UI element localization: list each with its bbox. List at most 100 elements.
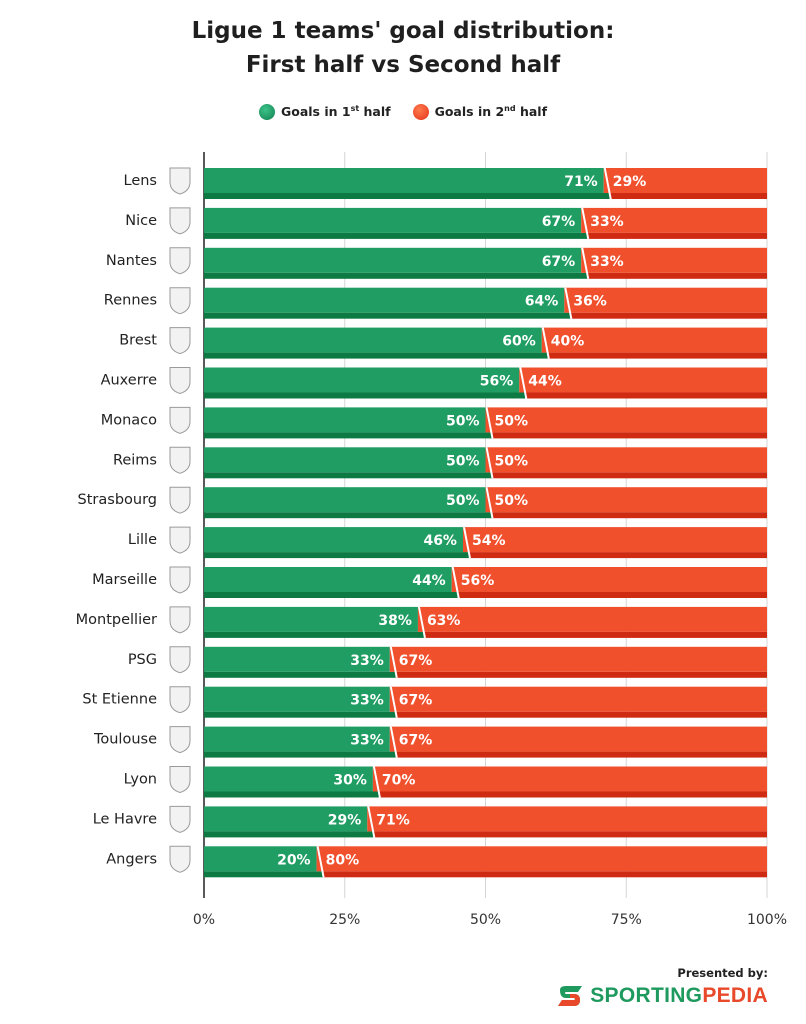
bar-second-half: [462, 527, 767, 553]
club-crest-icon: [169, 686, 191, 714]
bar-first-shadow: [204, 631, 424, 638]
bar-first-shadow: [204, 352, 548, 359]
data-label-second-half: 63%: [427, 613, 461, 629]
data-label-second-half: 71%: [376, 812, 410, 828]
bar-second-shadow: [423, 631, 767, 638]
data-label-first-half: 20%: [277, 852, 311, 868]
bar-second-half: [389, 646, 767, 672]
x-tick-label: 75%: [611, 912, 642, 928]
legend-item-first-half: Goals in 1st half: [258, 104, 391, 120]
category-label: Nantes: [106, 253, 157, 269]
data-label-second-half: 70%: [382, 773, 416, 789]
bar-first-shadow: [204, 552, 469, 559]
bar-first-shadow: [204, 472, 492, 479]
footer: Presented by: SPORTINGPEDIA: [556, 966, 768, 1008]
chart-title-line1: Ligue 1 teams' goal distribution:: [191, 18, 615, 44]
bar-second-shadow: [373, 831, 767, 838]
brand-s-icon: [558, 986, 583, 1006]
bar-first-shadow: [204, 193, 610, 199]
bar-second-half: [485, 487, 767, 513]
bar-second-half: [581, 247, 767, 273]
bar-second-shadow: [395, 711, 767, 718]
data-label-second-half: 80%: [326, 852, 360, 868]
bar-first-half: [204, 207, 582, 233]
club-crest-icon: [169, 327, 191, 355]
data-label-first-half: 50%: [446, 453, 480, 469]
category-label: Strasbourg: [78, 492, 157, 508]
bar-first-half: [204, 686, 390, 712]
club-crest-icon: [169, 766, 191, 794]
bar-separator: [485, 447, 494, 479]
club-crest-icon: [169, 247, 191, 275]
data-label-second-half: 36%: [573, 294, 607, 310]
bar-first-shadow: [204, 671, 396, 678]
category-label: Nice: [125, 213, 157, 229]
bar-separator: [389, 726, 398, 758]
bar-first-shadow: [204, 592, 458, 598]
bar-second-half: [367, 806, 767, 832]
bar-second-shadow: [378, 791, 767, 798]
bar-first-half: [204, 606, 418, 632]
bar-first-shadow: [204, 831, 374, 838]
bar-first-shadow: [204, 871, 323, 878]
bar-second-shadow: [609, 193, 767, 199]
category-label: Le Havre: [93, 811, 157, 827]
data-label-second-half: 50%: [495, 453, 529, 469]
x-tick-label: 100%: [747, 912, 787, 928]
bar-second-half: [485, 447, 767, 473]
data-label-second-half: 40%: [551, 334, 585, 350]
legend-dot-second-half: [412, 104, 429, 120]
club-crest-icon: [169, 566, 191, 594]
data-label-second-half: 56%: [461, 573, 495, 589]
club-crest-icon: [169, 486, 191, 514]
bar-second-half: [389, 686, 767, 712]
x-tick-label: 0%: [193, 912, 215, 928]
bar-first-half: [204, 766, 373, 792]
bar-separator: [485, 487, 494, 519]
bar-separator: [519, 367, 528, 399]
club-crest-icon: [169, 367, 191, 395]
bar-second-shadow: [491, 512, 767, 519]
data-label-second-half: 67%: [399, 733, 433, 749]
bar-second-half: [519, 367, 767, 393]
category-label: Montpellier: [76, 612, 157, 628]
club-crest-icon: [169, 805, 191, 833]
legend-label-first-half: Goals in 1st half: [280, 104, 391, 120]
category-label: Lens: [124, 173, 158, 189]
brand-logo: SPORTINGPEDIA: [556, 984, 768, 1008]
club-crest-icon: [169, 526, 191, 554]
bar-second-shadow: [395, 751, 767, 758]
bar-separator: [389, 646, 398, 678]
category-label: St Etienne: [82, 692, 157, 708]
bar-first-half: [204, 806, 368, 832]
bar-second-shadow: [395, 671, 767, 678]
data-label-second-half: 50%: [495, 413, 529, 429]
bar-separator: [372, 766, 381, 798]
category-label: Toulouse: [93, 732, 157, 748]
bar-first-half: [204, 247, 582, 273]
bar-second-half: [581, 207, 767, 233]
bar-second-shadow: [547, 352, 767, 359]
data-label-first-half: 44%: [412, 573, 446, 589]
bar-first-half: [204, 287, 565, 313]
club-crest-icon: [169, 446, 191, 474]
bar-separator: [485, 407, 494, 439]
bar-second-shadow: [525, 392, 767, 399]
bar-separator: [462, 527, 471, 559]
bar-second-half: [541, 327, 767, 353]
data-label-second-half: 50%: [495, 493, 529, 509]
data-label-first-half: 67%: [542, 254, 576, 270]
chart-title: Ligue 1 teams' goal distribution: First …: [0, 14, 806, 82]
bar-first-shadow: [204, 711, 396, 718]
data-label-first-half: 46%: [423, 533, 457, 549]
category-label: Marseille: [92, 572, 157, 588]
club-crest-icon: [169, 726, 191, 754]
bar-chart: 0% 25% 50% 75% 100% 71% 29% Lens 67% 33% Nice 67% 33…: [76, 152, 787, 928]
bar-first-half: [204, 447, 486, 473]
bar-first-shadow: [204, 392, 526, 399]
data-label-second-half: 29%: [613, 174, 647, 190]
data-label-second-half: 33%: [590, 254, 624, 270]
category-label: Auxerre: [101, 373, 158, 389]
bar-separator: [564, 287, 573, 319]
bar-second-half: [451, 567, 767, 592]
